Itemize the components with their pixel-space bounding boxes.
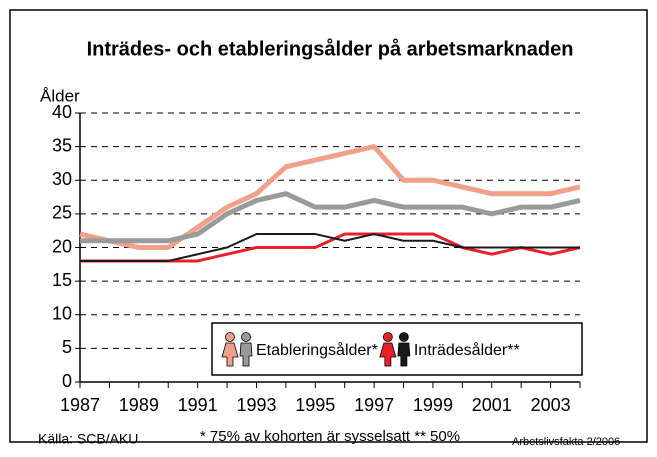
legend-icon: [221, 342, 239, 367]
x-tick-label: 2001: [472, 395, 512, 415]
y-tick-label: 30: [52, 169, 72, 189]
publisher: Arbetslivsfakta 2/2006: [512, 436, 620, 448]
legend-icon: [379, 342, 397, 367]
series-line: [80, 233, 580, 262]
footnote: * 75% av kohorten är sysselsatt ** 50%: [200, 428, 460, 445]
chart-title: Inträdes- och etableringsålder på arbets…: [87, 37, 574, 60]
x-tick-label: 1999: [413, 395, 453, 415]
y-tick-label: 25: [52, 203, 72, 223]
y-tick-label: 40: [52, 102, 72, 122]
legend-icon: [397, 342, 411, 367]
series-line: [80, 191, 581, 244]
legend-icon: [239, 342, 253, 367]
y-tick-label: 15: [52, 270, 72, 290]
legend-icon: [241, 332, 251, 342]
x-tick-label: 1989: [119, 395, 159, 415]
frame: [9, 9, 648, 443]
legend-icon: [398, 332, 409, 342]
x-tick-label: 1993: [236, 395, 276, 415]
legend-icon: [382, 332, 393, 342]
y-tick-label: 35: [52, 135, 72, 155]
series-line: [79, 144, 581, 250]
x-tick-label: 1991: [178, 395, 218, 415]
x-tick-label: 1995: [295, 395, 335, 415]
source: Källa: SCB/AKU: [38, 431, 138, 447]
legend-box: [211, 322, 583, 376]
legend-icon: [225, 332, 235, 342]
legend-label: Inträdesålder**: [414, 341, 520, 359]
y-axis-label: Ålder: [40, 86, 80, 105]
y-tick-label: 0: [62, 371, 72, 391]
x-tick-label: 1997: [354, 395, 394, 415]
x-tick-label: 1987: [60, 395, 100, 415]
y-tick-label: 5: [62, 337, 72, 357]
y-tick-label: 20: [52, 236, 72, 256]
legend-label: Etableringsålder*: [256, 341, 378, 359]
x-tick-label: 2003: [531, 395, 571, 415]
y-tick-label: 10: [52, 304, 72, 324]
